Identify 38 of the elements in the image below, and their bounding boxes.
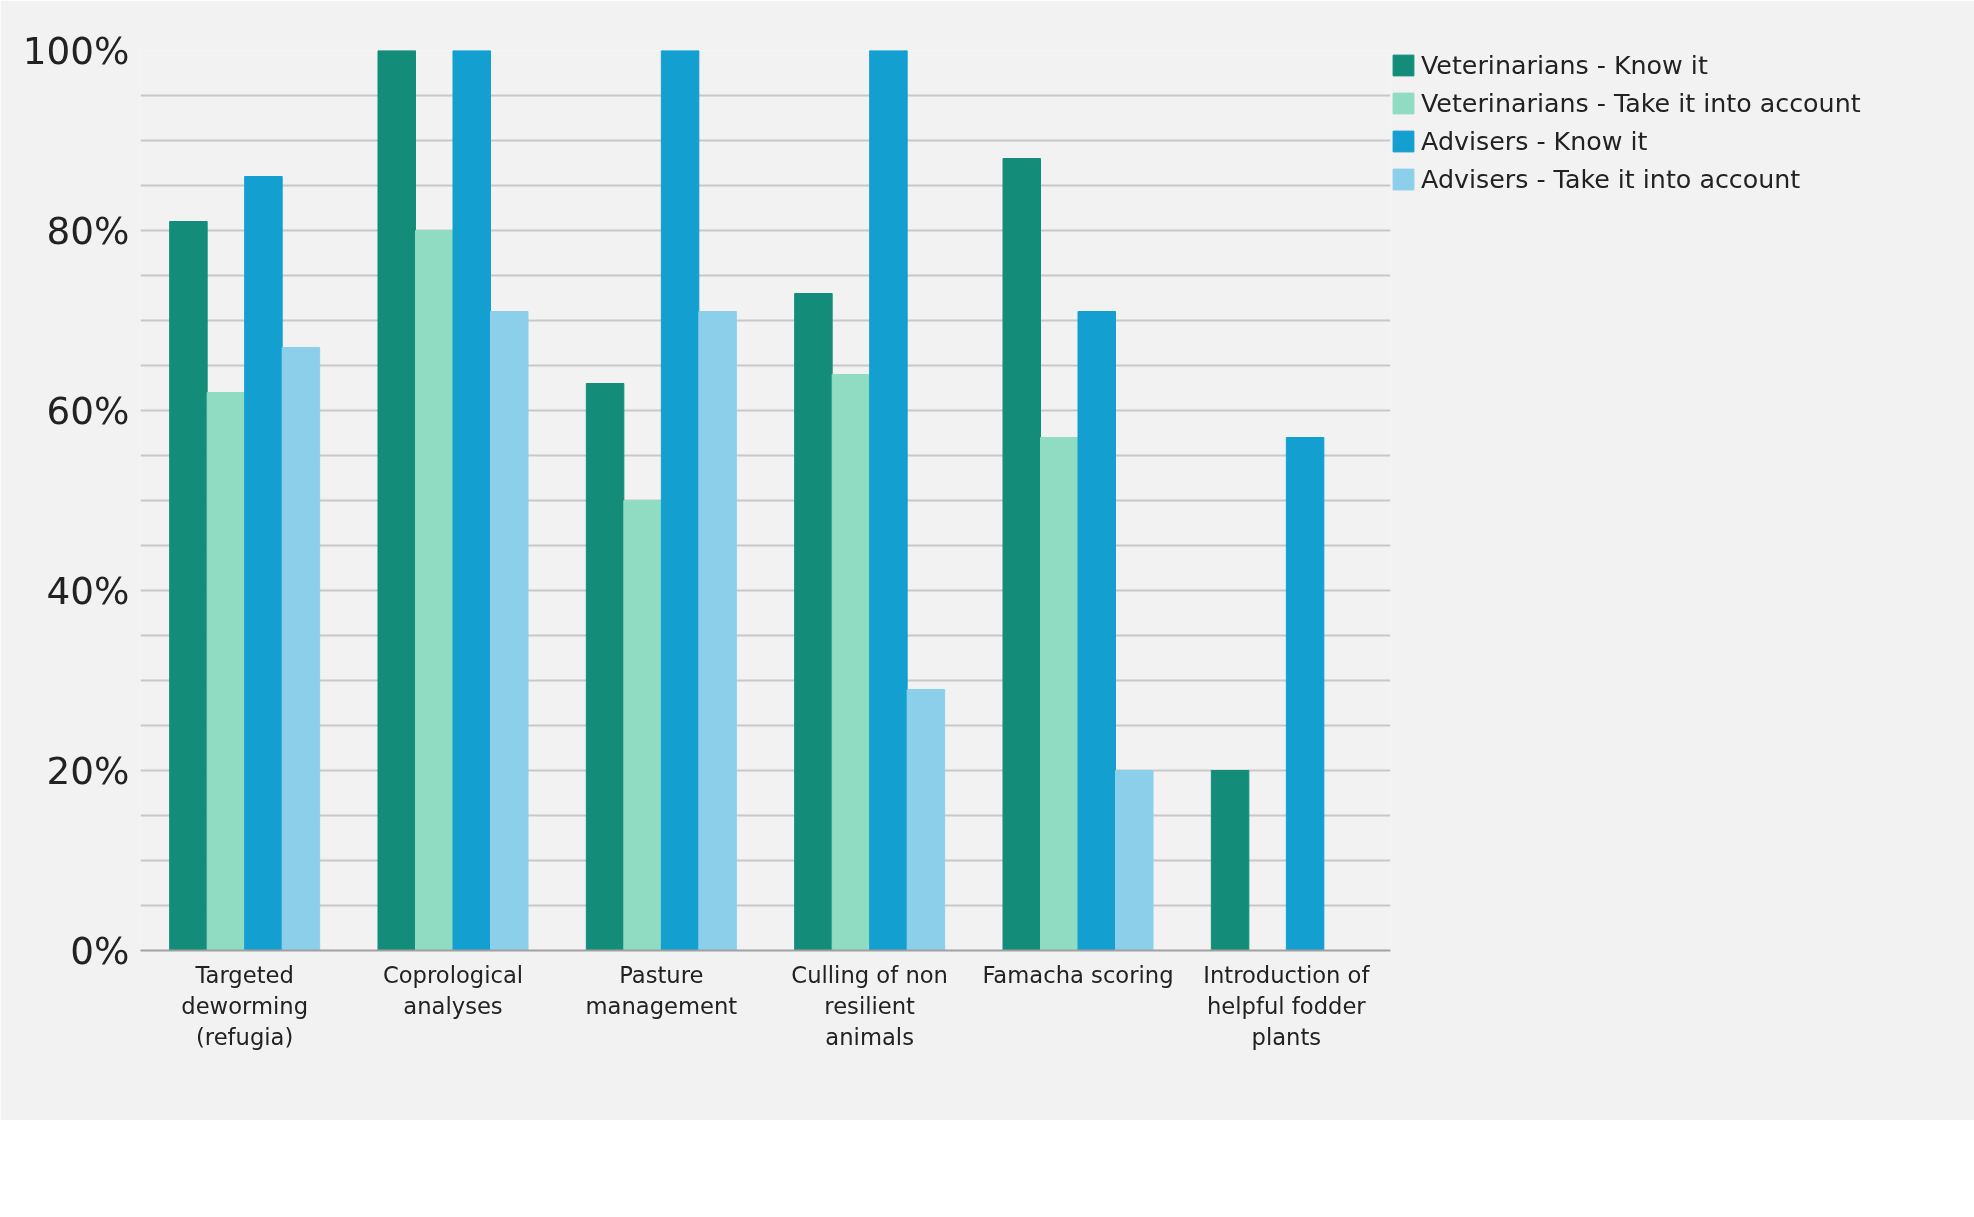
legend-label: Veterinarians - Know it — [1421, 50, 1708, 80]
y-tick-label: 20% — [46, 748, 130, 793]
legend-label: Advisers - Take it into account — [1421, 164, 1801, 194]
x-tick-label: Targeted deworming (refugia) — [181, 961, 309, 1050]
bar — [906, 689, 946, 951]
bar — [206, 392, 246, 951]
bar — [831, 374, 871, 951]
y-tick-label: 40% — [46, 568, 130, 613]
bar — [377, 50, 416, 951]
bar — [1077, 311, 1116, 951]
bar — [452, 50, 491, 951]
x-tick-label: Introduction of helpful fodder plants — [1203, 961, 1371, 1050]
bar — [281, 347, 321, 951]
bar — [1285, 437, 1325, 951]
y-tick-label: 80% — [46, 208, 130, 253]
bar — [585, 383, 625, 951]
bar — [1002, 158, 1041, 951]
y-tick-label: 100% — [22, 28, 130, 73]
bar — [869, 50, 908, 951]
bar — [169, 221, 208, 951]
bar — [794, 293, 833, 951]
x-tick-label: Pasture management — [585, 961, 738, 1019]
x-tick-label: Coprological analyses — [382, 961, 524, 1019]
bar — [1115, 770, 1154, 951]
bar — [415, 230, 454, 951]
x-tick-label: Culling of non resilient animals — [791, 961, 948, 1050]
bar — [660, 50, 700, 951]
y-tick-label: 0% — [70, 928, 130, 973]
bar — [244, 176, 283, 951]
bar — [1210, 770, 1250, 951]
bar — [623, 500, 662, 951]
y-tick-label: 60% — [46, 388, 130, 433]
bar — [1040, 437, 1079, 951]
legend-label: Veterinarians - Take it into account — [1421, 88, 1861, 118]
x-tick-label: Famacha scoring — [982, 961, 1174, 988]
bar — [698, 311, 737, 951]
bar — [490, 311, 529, 951]
legend-label: Advisers - Know it — [1421, 126, 1648, 156]
